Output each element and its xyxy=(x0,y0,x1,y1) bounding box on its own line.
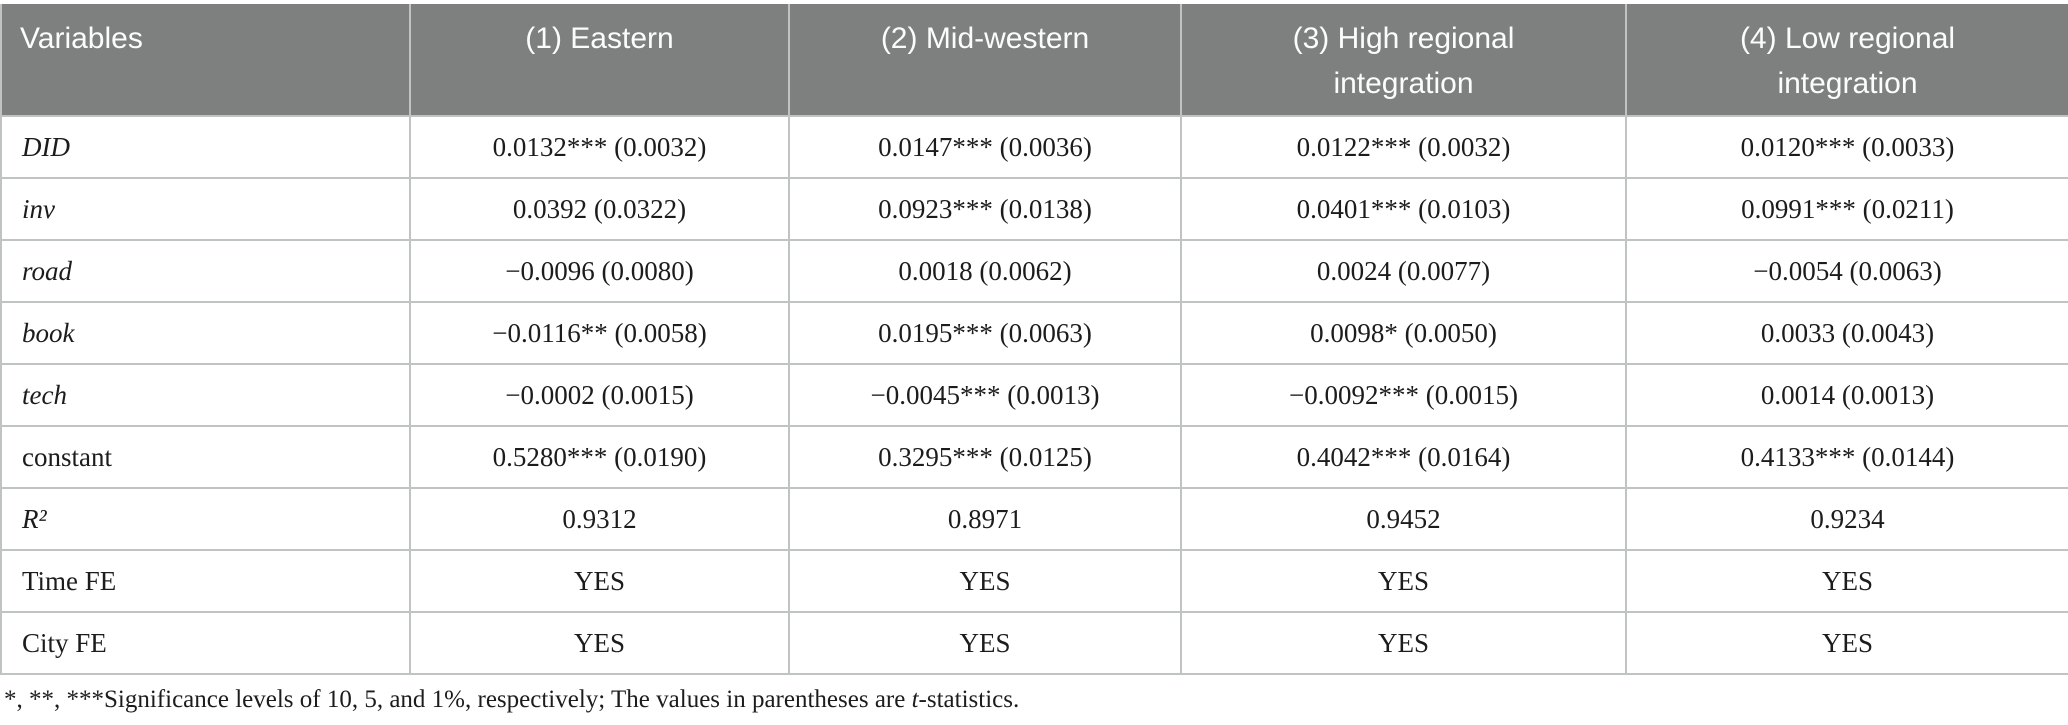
regression-table-container: Variables (1) Eastern (2) Mid-western (3… xyxy=(0,4,2068,675)
row-label: tech xyxy=(0,363,411,427)
row-label: inv xyxy=(0,177,411,241)
table-row-r-squared: R² 0.9312 0.8971 0.9452 0.9234 xyxy=(0,487,2068,551)
cell-value: 0.4133*** (0.0144) xyxy=(1625,425,2068,489)
cell-value: 0.0132*** (0.0032) xyxy=(409,115,790,179)
cell-value: YES xyxy=(788,611,1182,675)
footnote-text-after: -statistics. xyxy=(918,686,1020,713)
row-label: City FE xyxy=(0,611,411,675)
cell-value: 0.0122*** (0.0032) xyxy=(1180,115,1627,179)
cell-value: 0.5280*** (0.0190) xyxy=(409,425,790,489)
column-header-variables: Variables xyxy=(0,4,411,117)
header-row: Variables (1) Eastern (2) Mid-western (3… xyxy=(0,4,2068,117)
cell-value: −0.0092*** (0.0015) xyxy=(1180,363,1627,427)
cell-value: 0.0392 (0.0322) xyxy=(409,177,790,241)
regression-results-table: Variables (1) Eastern (2) Mid-western (3… xyxy=(0,4,2068,675)
cell-value: 0.0401*** (0.0103) xyxy=(1180,177,1627,241)
cell-value: 0.0147*** (0.0036) xyxy=(788,115,1182,179)
row-label: R² xyxy=(0,487,411,551)
cell-value: 0.0098* (0.0050) xyxy=(1180,301,1627,365)
cell-value: 0.9452 xyxy=(1180,487,1627,551)
row-label: road xyxy=(0,239,411,303)
row-label: DID xyxy=(0,115,411,179)
significance-footnote: *, **, ***Significance levels of 10, 5, … xyxy=(4,686,2068,714)
cell-value: YES xyxy=(409,549,790,613)
table-row-did: DID 0.0132*** (0.0032) 0.0147*** (0.0036… xyxy=(0,115,2068,179)
table-body: DID 0.0132*** (0.0032) 0.0147*** (0.0036… xyxy=(0,115,2068,675)
cell-value: 0.0991*** (0.0211) xyxy=(1625,177,2068,241)
cell-value: −0.0045*** (0.0013) xyxy=(788,363,1182,427)
row-label: Time FE xyxy=(0,549,411,613)
cell-value: YES xyxy=(409,611,790,675)
footnote-t-italic: t xyxy=(911,686,919,713)
table-row-time-fe: Time FE YES YES YES YES xyxy=(0,549,2068,613)
column-header-high-regional-integration: (3) High regional integration xyxy=(1180,4,1627,117)
cell-value: YES xyxy=(1180,549,1627,613)
cell-value: −0.0116** (0.0058) xyxy=(409,301,790,365)
cell-value: 0.8971 xyxy=(788,487,1182,551)
cell-value: −0.0054 (0.0063) xyxy=(1625,239,2068,303)
cell-value: 0.0033 (0.0043) xyxy=(1625,301,2068,365)
table-row-inv: inv 0.0392 (0.0322) 0.0923*** (0.0138) 0… xyxy=(0,177,2068,241)
cell-value: 0.3295*** (0.0125) xyxy=(788,425,1182,489)
cell-value: 0.0195*** (0.0063) xyxy=(788,301,1182,365)
row-label: constant xyxy=(0,425,411,489)
cell-value: YES xyxy=(1180,611,1627,675)
row-label: book xyxy=(0,301,411,365)
cell-value: YES xyxy=(788,549,1182,613)
footnote-text-before: *, **, ***Significance levels of 10, 5, … xyxy=(4,686,912,713)
table-row-book: book −0.0116** (0.0058) 0.0195*** (0.006… xyxy=(0,301,2068,365)
cell-value: 0.0120*** (0.0033) xyxy=(1625,115,2068,179)
column-header-low-regional-integration: (4) Low regional integration xyxy=(1625,4,2068,117)
cell-value: 0.0018 (0.0062) xyxy=(788,239,1182,303)
cell-value: 0.9312 xyxy=(409,487,790,551)
cell-value: 0.4042*** (0.0164) xyxy=(1180,425,1627,489)
table-row-road: road −0.0096 (0.0080) 0.0018 (0.0062) 0.… xyxy=(0,239,2068,303)
column-header-mid-western: (2) Mid-western xyxy=(788,4,1182,117)
cell-value: −0.0002 (0.0015) xyxy=(409,363,790,427)
table-row-constant: constant 0.5280*** (0.0190) 0.3295*** (0… xyxy=(0,425,2068,489)
cell-value: 0.0024 (0.0077) xyxy=(1180,239,1627,303)
cell-value: 0.0014 (0.0013) xyxy=(1625,363,2068,427)
cell-value: −0.0096 (0.0080) xyxy=(409,239,790,303)
column-header-eastern: (1) Eastern xyxy=(409,4,790,117)
table-header: Variables (1) Eastern (2) Mid-western (3… xyxy=(0,4,2068,117)
cell-value: YES xyxy=(1625,549,2068,613)
cell-value: 0.0923*** (0.0138) xyxy=(788,177,1182,241)
table-row-tech: tech −0.0002 (0.0015) −0.0045*** (0.0013… xyxy=(0,363,2068,427)
cell-value: 0.9234 xyxy=(1625,487,2068,551)
cell-value: YES xyxy=(1625,611,2068,675)
table-row-city-fe: City FE YES YES YES YES xyxy=(0,611,2068,675)
